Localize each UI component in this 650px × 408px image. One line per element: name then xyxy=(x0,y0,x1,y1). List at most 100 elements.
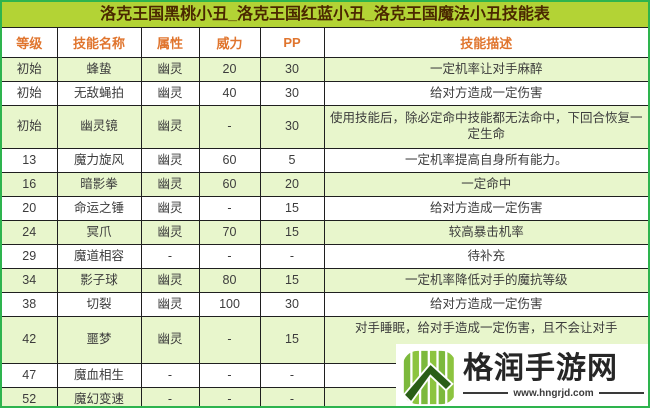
cell-skill-name: 命运之锤 xyxy=(56,196,142,221)
col-header-description: 技能描述 xyxy=(323,28,648,58)
cell-skill-name: 无敌蝇拍 xyxy=(56,81,142,106)
cell-power: 60 xyxy=(198,172,261,197)
cell-pp: 30 xyxy=(259,292,325,317)
cell-level: 13 xyxy=(2,148,58,173)
cell-pp: 5 xyxy=(259,148,325,173)
site-logo-icon xyxy=(402,350,457,404)
cell-level: 16 xyxy=(2,172,58,197)
cell-power: 80 xyxy=(198,268,261,293)
cell-attribute: - xyxy=(140,387,200,406)
table-row: 初始 幽灵镜 幽灵 - 30 使用技能后，除必定命中技能都无法命中，下回合恢复一… xyxy=(2,105,648,149)
cell-pp: - xyxy=(259,363,325,388)
cell-attribute: 幽灵 xyxy=(140,196,200,221)
cell-pp: 15 xyxy=(259,220,325,245)
table-row: 20 命运之锤 幽灵 - 15 给对方造成一定伤害 xyxy=(2,196,648,221)
col-header-attribute: 属性 xyxy=(140,28,200,58)
cell-description: 一定机率让对手麻醉 xyxy=(323,57,648,82)
table-row: 42 噩梦 幽灵 - 15 对手睡眠，给对手造成一定伤害，且不会让对手 xyxy=(2,316,648,364)
cell-level: 29 xyxy=(2,244,58,269)
divider-line xyxy=(463,392,509,395)
watermark: 格润手游网 www.hngrjd.com xyxy=(396,344,648,406)
cell-description: 给对方造成一定伤害 xyxy=(323,292,648,317)
cell-skill-name: 幽灵镜 xyxy=(56,105,142,149)
cell-skill-name: 影子球 xyxy=(56,268,142,293)
cell-power: 70 xyxy=(198,220,261,245)
table-row: 38 切裂 幽灵 100 30 给对方造成一定伤害 xyxy=(2,292,648,317)
cell-description: 一定命中 xyxy=(323,172,648,197)
cell-power: 100 xyxy=(198,292,261,317)
cell-attribute: - xyxy=(140,244,200,269)
cell-attribute: 幽灵 xyxy=(140,148,200,173)
cell-skill-name: 魔血相生 xyxy=(56,363,142,388)
cell-skill-name: 冥爪 xyxy=(56,220,142,245)
cell-level: 20 xyxy=(2,196,58,221)
cell-skill-name: 魔力旋风 xyxy=(56,148,142,173)
cell-level: 42 xyxy=(2,316,58,364)
cell-pp: 30 xyxy=(259,57,325,82)
cell-description: 给对方造成一定伤害 xyxy=(323,81,648,106)
table-row: 13 魔力旋风 幽灵 60 5 一定机率提高自身所有能力。 xyxy=(2,148,648,173)
table-row: 24 冥爪 幽灵 70 15 较高暴击机率 xyxy=(2,220,648,245)
col-header-skill-name: 技能名称 xyxy=(56,28,142,58)
table-row: 初始 蜂蛰 幽灵 20 30 一定机率让对手麻醉 xyxy=(2,57,648,82)
cell-level: 初始 xyxy=(2,57,58,82)
col-header-power: 威力 xyxy=(198,28,261,58)
cell-power: - xyxy=(198,387,261,406)
cell-level: 24 xyxy=(2,220,58,245)
cell-attribute: 幽灵 xyxy=(140,81,200,106)
cell-level: 52 xyxy=(2,387,58,406)
cell-skill-name: 魔幻变速 xyxy=(56,387,142,406)
cell-description: 给对方造成一定伤害 xyxy=(323,196,648,221)
cell-level: 38 xyxy=(2,292,58,317)
skill-table: 等级 技能名称 属性 威力 PP 技能描述 初始 蜂蛰 幽灵 20 30 一定机… xyxy=(2,28,648,406)
col-header-level: 等级 xyxy=(2,28,58,58)
cell-pp: 30 xyxy=(259,81,325,106)
cell-pp: 30 xyxy=(259,105,325,149)
cell-description: 一定机率提高自身所有能力。 xyxy=(323,148,648,173)
table-row: 34 影子球 幽灵 80 15 一定机率降低对手的魔抗等级 xyxy=(2,268,648,293)
cell-attribute: 幽灵 xyxy=(140,57,200,82)
watermark-site-name: 格润手游网 xyxy=(463,352,618,386)
cell-level: 初始 xyxy=(2,105,58,149)
cell-power: - xyxy=(198,244,261,269)
cell-pp: 20 xyxy=(259,172,325,197)
cell-skill-name: 蜂蛰 xyxy=(56,57,142,82)
cell-pp: - xyxy=(259,244,325,269)
cell-attribute: 幽灵 xyxy=(140,292,200,317)
cell-description: 较高暴击机率 xyxy=(323,220,648,245)
table-row: 29 魔道相容 - - - 待补充 xyxy=(2,244,648,269)
cell-attribute: - xyxy=(140,363,200,388)
divider-line xyxy=(598,392,644,395)
cell-power: - xyxy=(198,105,261,149)
cell-power: - xyxy=(198,316,261,364)
cell-pp: 15 xyxy=(259,316,325,364)
cell-description: 待补充 xyxy=(323,244,648,269)
page-title: 洛克王国黑桃小丑_洛克王国红蓝小丑_洛克王国魔法小丑技能表 xyxy=(2,2,648,28)
cell-power: - xyxy=(198,196,261,221)
cell-attribute: 幽灵 xyxy=(140,172,200,197)
cell-description: 一定机率降低对手的魔抗等级 xyxy=(323,268,648,293)
cell-pp: 15 xyxy=(259,268,325,293)
cell-pp: - xyxy=(259,387,325,406)
cell-power: 20 xyxy=(198,57,261,82)
cell-attribute: 幽灵 xyxy=(140,316,200,364)
header-row: 等级 技能名称 属性 威力 PP 技能描述 xyxy=(2,28,648,58)
watermark-url-line: www.hngrjd.com xyxy=(463,388,644,399)
cell-attribute: 幽灵 xyxy=(140,105,200,149)
cell-pp: 15 xyxy=(259,196,325,221)
cell-power: 40 xyxy=(198,81,261,106)
cell-skill-name: 暗影拳 xyxy=(56,172,142,197)
watermark-site-url: www.hngrjd.com xyxy=(513,387,594,399)
cell-power: 60 xyxy=(198,148,261,173)
cell-skill-name: 切裂 xyxy=(56,292,142,317)
watermark-text-block: 格润手游网 www.hngrjd.com xyxy=(463,352,648,399)
cell-level: 47 xyxy=(2,363,58,388)
cell-attribute: 幽灵 xyxy=(140,268,200,293)
cell-skill-name: 噩梦 xyxy=(56,316,142,364)
col-header-pp: PP xyxy=(259,28,325,58)
cell-level: 34 xyxy=(2,268,58,293)
table-row: 16 暗影拳 幽灵 60 20 一定命中 xyxy=(2,172,648,197)
cell-description: 使用技能后，除必定命中技能都无法命中，下回合恢复一定生命 xyxy=(323,105,648,149)
cell-skill-name: 魔道相容 xyxy=(56,244,142,269)
